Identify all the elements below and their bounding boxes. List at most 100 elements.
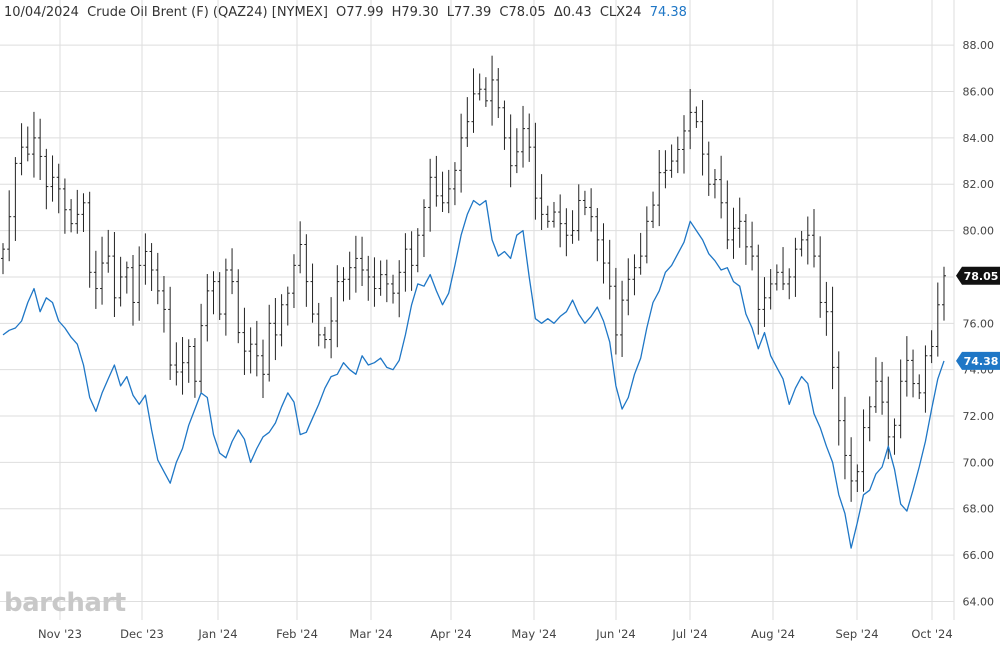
ohlc-bar <box>106 229 111 273</box>
ohlc-bar <box>502 100 507 150</box>
ohlc-bar <box>329 297 334 359</box>
ohlc-bar <box>923 345 928 413</box>
ohlc-bar <box>285 286 290 326</box>
ohlc-bar <box>322 326 327 349</box>
ohlc-bar <box>93 250 98 309</box>
ohlc-bar <box>143 233 148 285</box>
ohlc-bar <box>787 268 792 300</box>
x-axis-ticks: Nov '23 Dec '23 Jan '24 Feb '24 Mar '24 Apr '… <box>38 627 953 641</box>
ohlc-bar <box>576 184 581 241</box>
ohlc-bar <box>316 302 321 347</box>
ohlc-bar <box>527 113 532 162</box>
ohlc-bar <box>25 126 30 162</box>
ohlc-bar <box>477 73 482 101</box>
y-tick-label: 76.00 <box>963 317 995 330</box>
ohlc-bar <box>242 307 247 375</box>
ohlc-bar <box>496 68 501 118</box>
ohlc-bar <box>291 254 296 309</box>
ohlc-bar <box>13 157 18 241</box>
ohlc-bar <box>471 68 476 133</box>
ohlc-bar <box>279 294 284 347</box>
y-tick-label: 86.00 <box>963 86 995 99</box>
ohlc-bar <box>384 259 389 303</box>
ohlc-bar <box>942 266 946 321</box>
clx24-series-line <box>2 199 945 549</box>
ohlc-bar <box>81 193 86 233</box>
ohlc-bar <box>112 231 117 318</box>
ohlc-bar <box>898 359 903 439</box>
ohlc-bar <box>644 206 649 264</box>
ohlc-bar <box>551 201 556 228</box>
ohlc-bar <box>582 190 587 216</box>
ohlc-bar <box>261 339 266 399</box>
ohlc-bar <box>719 155 724 219</box>
ohlc-bar <box>558 194 563 248</box>
x-tick-label: Apr '24 <box>430 627 471 641</box>
ohlc-bar <box>131 254 136 326</box>
y-tick-label: 84.00 <box>963 132 995 145</box>
ohlc-bar <box>929 330 934 364</box>
ohlc-bar <box>756 244 761 335</box>
ohlc-bar <box>793 237 798 297</box>
ohlc-bar <box>186 339 191 383</box>
ohlc-bar <box>768 269 773 310</box>
ohlc-bar <box>836 351 841 446</box>
ohlc-bar <box>638 232 643 275</box>
ohlc-bar <box>607 239 612 300</box>
header-line: 10/04/2024 Crude Oil Brent (F) (QAZ24) [… <box>4 5 687 20</box>
ohlc-bar <box>310 263 315 323</box>
ohlc-bar <box>155 252 160 305</box>
header-instrument: Crude Oil Brent (F) (QAZ24) [NYMEX] <box>87 5 328 20</box>
ohlc-bar <box>38 118 43 181</box>
ohlc-bar <box>56 163 61 214</box>
ohlc-bar <box>712 169 717 199</box>
x-tick-label: Jul '24 <box>671 627 707 641</box>
gridlines <box>0 0 955 620</box>
ohlc-bar <box>19 123 24 176</box>
ohlc-bar <box>69 199 74 233</box>
ohlc-bar <box>409 231 414 291</box>
ohlc-bar <box>459 113 464 193</box>
ohlc-bar <box>750 221 755 271</box>
ohlc-bar <box>205 274 210 342</box>
compare-price-badge-value: 74.38 <box>964 355 999 368</box>
ohlc-bar <box>632 254 637 296</box>
ohlc-bar <box>174 342 179 386</box>
header-compare-symbol: CLX24 <box>600 5 642 20</box>
ohlc-bar <box>855 464 860 493</box>
ohlc-bar <box>87 191 92 288</box>
ohlc-bar <box>533 122 538 220</box>
y-tick-label: 66.00 <box>963 549 995 562</box>
x-tick-label: Nov '23 <box>38 627 82 641</box>
ohlc-bar <box>935 282 940 357</box>
ohlc-bar <box>892 418 897 455</box>
ohlc-bar <box>50 155 55 202</box>
ohlc-bar <box>446 169 451 214</box>
ohlc-bar <box>403 233 408 292</box>
ohlc-bar <box>545 205 550 228</box>
ohlc-bar <box>180 337 185 395</box>
ohlc-bar <box>762 277 767 327</box>
ohlc-bar <box>663 150 668 189</box>
ohlc-bar <box>620 280 625 357</box>
ohlc-bar <box>873 357 878 413</box>
ohlc-bar <box>1 243 5 275</box>
y-tick-label: 88.00 <box>963 39 995 52</box>
ohlc-bar <box>781 247 786 291</box>
ohlc-bar <box>236 269 241 344</box>
ohlc-bar <box>372 257 377 307</box>
ohlc-bar <box>391 274 396 304</box>
ohlc-bar <box>168 286 173 380</box>
ohlc-bar <box>347 251 352 300</box>
compare-price-badge: 74.38 <box>956 351 1000 370</box>
y-tick-label: 70.00 <box>963 456 995 469</box>
ohlc-bar <box>100 236 105 305</box>
x-tick-label: Sep '24 <box>835 627 878 641</box>
y-axis-ticks: 64.0066.0068.0070.0072.0074.0076.0078.00… <box>963 39 995 608</box>
ohlc-bar <box>421 199 426 258</box>
ohlc-bar <box>118 256 123 307</box>
y-tick-label: 68.00 <box>963 503 995 516</box>
ohlc-bar <box>880 361 885 415</box>
ohlc-bar <box>31 111 36 178</box>
ohlc-bar <box>830 286 835 390</box>
